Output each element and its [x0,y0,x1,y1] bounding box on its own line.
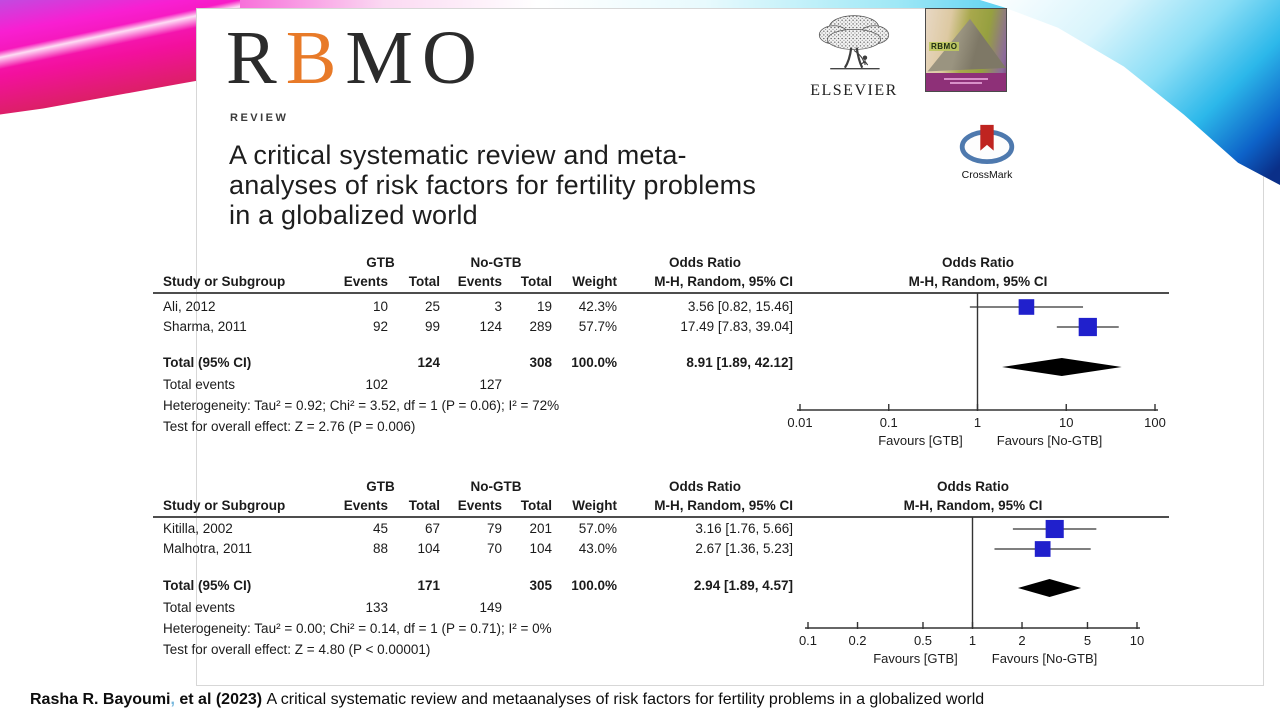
forest2-total-row: Total (95% CI) 171 305 100.0% 2.94 [1.89… [163,578,793,593]
forest2-study-row: Malhotra, 2011 88 104 70 104 43.0% 2.67 … [163,541,793,556]
citation-author: Rasha R. Bayoumi [30,691,171,708]
svg-text:100: 100 [1144,415,1166,430]
cover-journal-logo: RBMO [929,42,960,51]
col-total2: Total [520,274,552,289]
svg-text:1: 1 [969,633,976,648]
forest1-plot-method-header: M-H, Random, 95% CI [908,274,1048,289]
svg-text:2: 2 [1018,633,1025,648]
journal-cover-thumbnail: RBMO [925,8,1007,92]
crossmark-badge: CrossMark [953,122,1021,181]
forest1-plot-canvas: 0.01 0.1 1 10 100 Favours [GTB] Favours [No-GT… [787,293,1166,448]
journal-logo-b: B [285,16,346,100]
svg-text:Favours [No-GTB]: Favours [No-GTB] [997,433,1102,448]
journal-logo-r: R [226,16,286,100]
col-events1: Events [343,274,388,289]
forest2-column-header-row: Study or Subgroup Events Total Events To… [163,498,793,513]
col-or: M-H, Random, 95% CI [654,274,793,289]
elsevier-logo: ELSEVIER [798,12,910,100]
forest2-heterogeneity-row: Heterogeneity: Tau² = 0.00; Chi² = 0.14,… [163,621,552,636]
forest2-plot-canvas: 0.1 0.2 0.5 1 2 5 10 Favours [GTB] Favours [No-G… [799,517,1144,666]
svg-text:10: 10 [1130,633,1144,648]
crossmark-label: CrossMark [961,169,1013,181]
elsevier-wordmark: ELSEVIER [810,82,898,99]
svg-text:10: 10 [1059,415,1073,430]
crossmark-icon [959,124,1015,164]
svg-text:1: 1 [974,415,981,430]
elsevier-tree-icon [818,15,890,70]
paper-title: A critical systematic review and meta- a… [229,140,756,230]
svg-text:0.01: 0.01 [787,415,812,430]
forest2-group-exposed: GTB [366,479,395,494]
forest2-study-row: Kitilla, 2002 45 67 79 201 57.0% 3.16 [1… [163,521,793,536]
cover-bottom-band [926,73,1006,91]
col-weight: Weight [572,274,617,289]
paper-title-line2: analyses of risk factors for fertility p… [229,170,757,200]
svg-text:5: 5 [1084,633,1091,648]
col-events2: Events [457,274,502,289]
forest1-heterogeneity-row: Heterogeneity: Tau² = 0.92; Chi² = 3.52,… [163,398,560,413]
forest2-plot-method-header: M-H, Random, 95% CI [903,498,1043,513]
citation-title: A critical systematic review and metaana… [266,691,985,708]
svg-text:0.1: 0.1 [880,415,898,430]
svg-text:0.5: 0.5 [914,633,932,648]
forest2-header-rule [153,516,1169,518]
svg-text:0.2: 0.2 [848,633,866,648]
forest1-overall-effect-row: Test for overall effect: Z = 2.76 (P = 0… [163,419,416,434]
paper-title-line3: in a globalized world [229,200,478,230]
section-label: REVIEW [230,112,289,124]
svg-text:0.1: 0.1 [799,633,817,648]
forest1-total-row: Total (95% CI) 124 308 100.0% 8.91 [1.89… [163,355,793,370]
forest1-group-header-row: GTB No-GTB Odds Ratio [163,253,793,273]
forest2-group-control: No-GTB [470,479,522,494]
svg-text:Favours [No-GTB]: Favours [No-GTB] [992,651,1097,666]
background-gradient-strip [0,0,1280,8]
forest1-group-measure: Odds Ratio [668,255,741,270]
forest2-group-header-row: GTB No-GTB Odds Ratio [163,477,793,497]
forest1-group-control: No-GTB [470,255,522,270]
forest2-total-events-row: Total events 133 149 [163,600,502,615]
forest1-header-rule [153,292,1169,294]
citation-etal: et al (2023) [174,691,267,708]
forest2-overall-effect-row: Test for overall effect: Z = 4.80 (P < 0… [163,642,431,657]
journal-logo: RBMO [226,20,486,96]
citation-separator: , [170,691,175,708]
forest1-column-header-row: Study or Subgroup Events Total Events To… [163,272,793,292]
forest1-total-events-row: Total events 102 127 [163,377,502,392]
paper-page-panel [196,8,1264,686]
svg-text:Favours [GTB]: Favours [GTB] [878,433,963,448]
journal-logo-mo: MO [345,16,486,100]
forest1-group-exposed: GTB [366,255,395,270]
forest2-group-measure: Odds Ratio [668,479,741,494]
paper-title-line1: A critical systematic review and meta- [229,140,687,170]
forest1-study-row: Sharma, 2011 92 99 124 289 57.7% 17.49 [… [163,319,793,334]
forest2-plot-measure-header: Odds Ratio [936,479,1009,494]
citation: Rasha R. Bayoumi, et al (2023) A critica… [30,689,984,711]
col-study: Study or Subgroup [163,274,286,289]
svg-text:Favours [GTB]: Favours [GTB] [873,651,958,666]
forest1-plot-measure-header: Odds Ratio [941,255,1014,270]
forest1-study-row: Ali, 2012 10 25 3 19 42.3% 3.56 [0.82, 1… [163,299,793,314]
col-total1: Total [408,274,440,289]
